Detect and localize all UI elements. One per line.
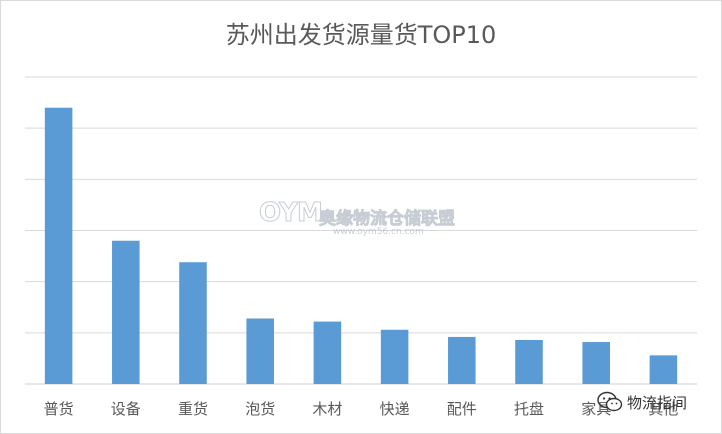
bar-5 [380,329,409,384]
bar-8 [582,342,610,384]
x-tick-label-7: 托盘 [514,400,544,418]
watermark-logo-text: OYM [259,198,324,229]
x-tick-label-1: 设备 [111,400,141,418]
bar-6 [448,336,476,384]
x-tick-label-6: 配件 [447,400,477,418]
x-tick-label-2: 重货 [178,400,208,418]
wechat-icon [597,391,623,412]
x-tick-label-9: 其他 [648,400,678,418]
bar-0 [44,107,73,384]
bar-3 [246,318,274,384]
x-tick-label-0: 普货 [44,400,74,418]
wechat-label: 物流指间 [627,394,688,412]
bar-4 [313,321,342,384]
x-tick-label-4: 木材 [312,400,342,418]
x-tick-label-8: 家具 [581,400,611,418]
watermark-name: 奥缘物流仓储联盟 [319,209,456,230]
chart-title: 苏州出发货源量货TOP10 [225,21,497,49]
x-tick-label-3: 泡货 [245,400,275,418]
x-tick-label-5: 快递 [380,400,410,418]
watermark-logo: OYM 奥缘物流仓储联盟 www.oym56.cn.com [259,194,469,246]
bar-2 [179,262,207,384]
wechat-account: 物流指间 [597,387,719,421]
bar-7 [515,339,543,384]
bar-9 [649,355,678,384]
watermark-url: www.oym56.cn.com [333,227,424,237]
bar-1 [112,240,140,384]
